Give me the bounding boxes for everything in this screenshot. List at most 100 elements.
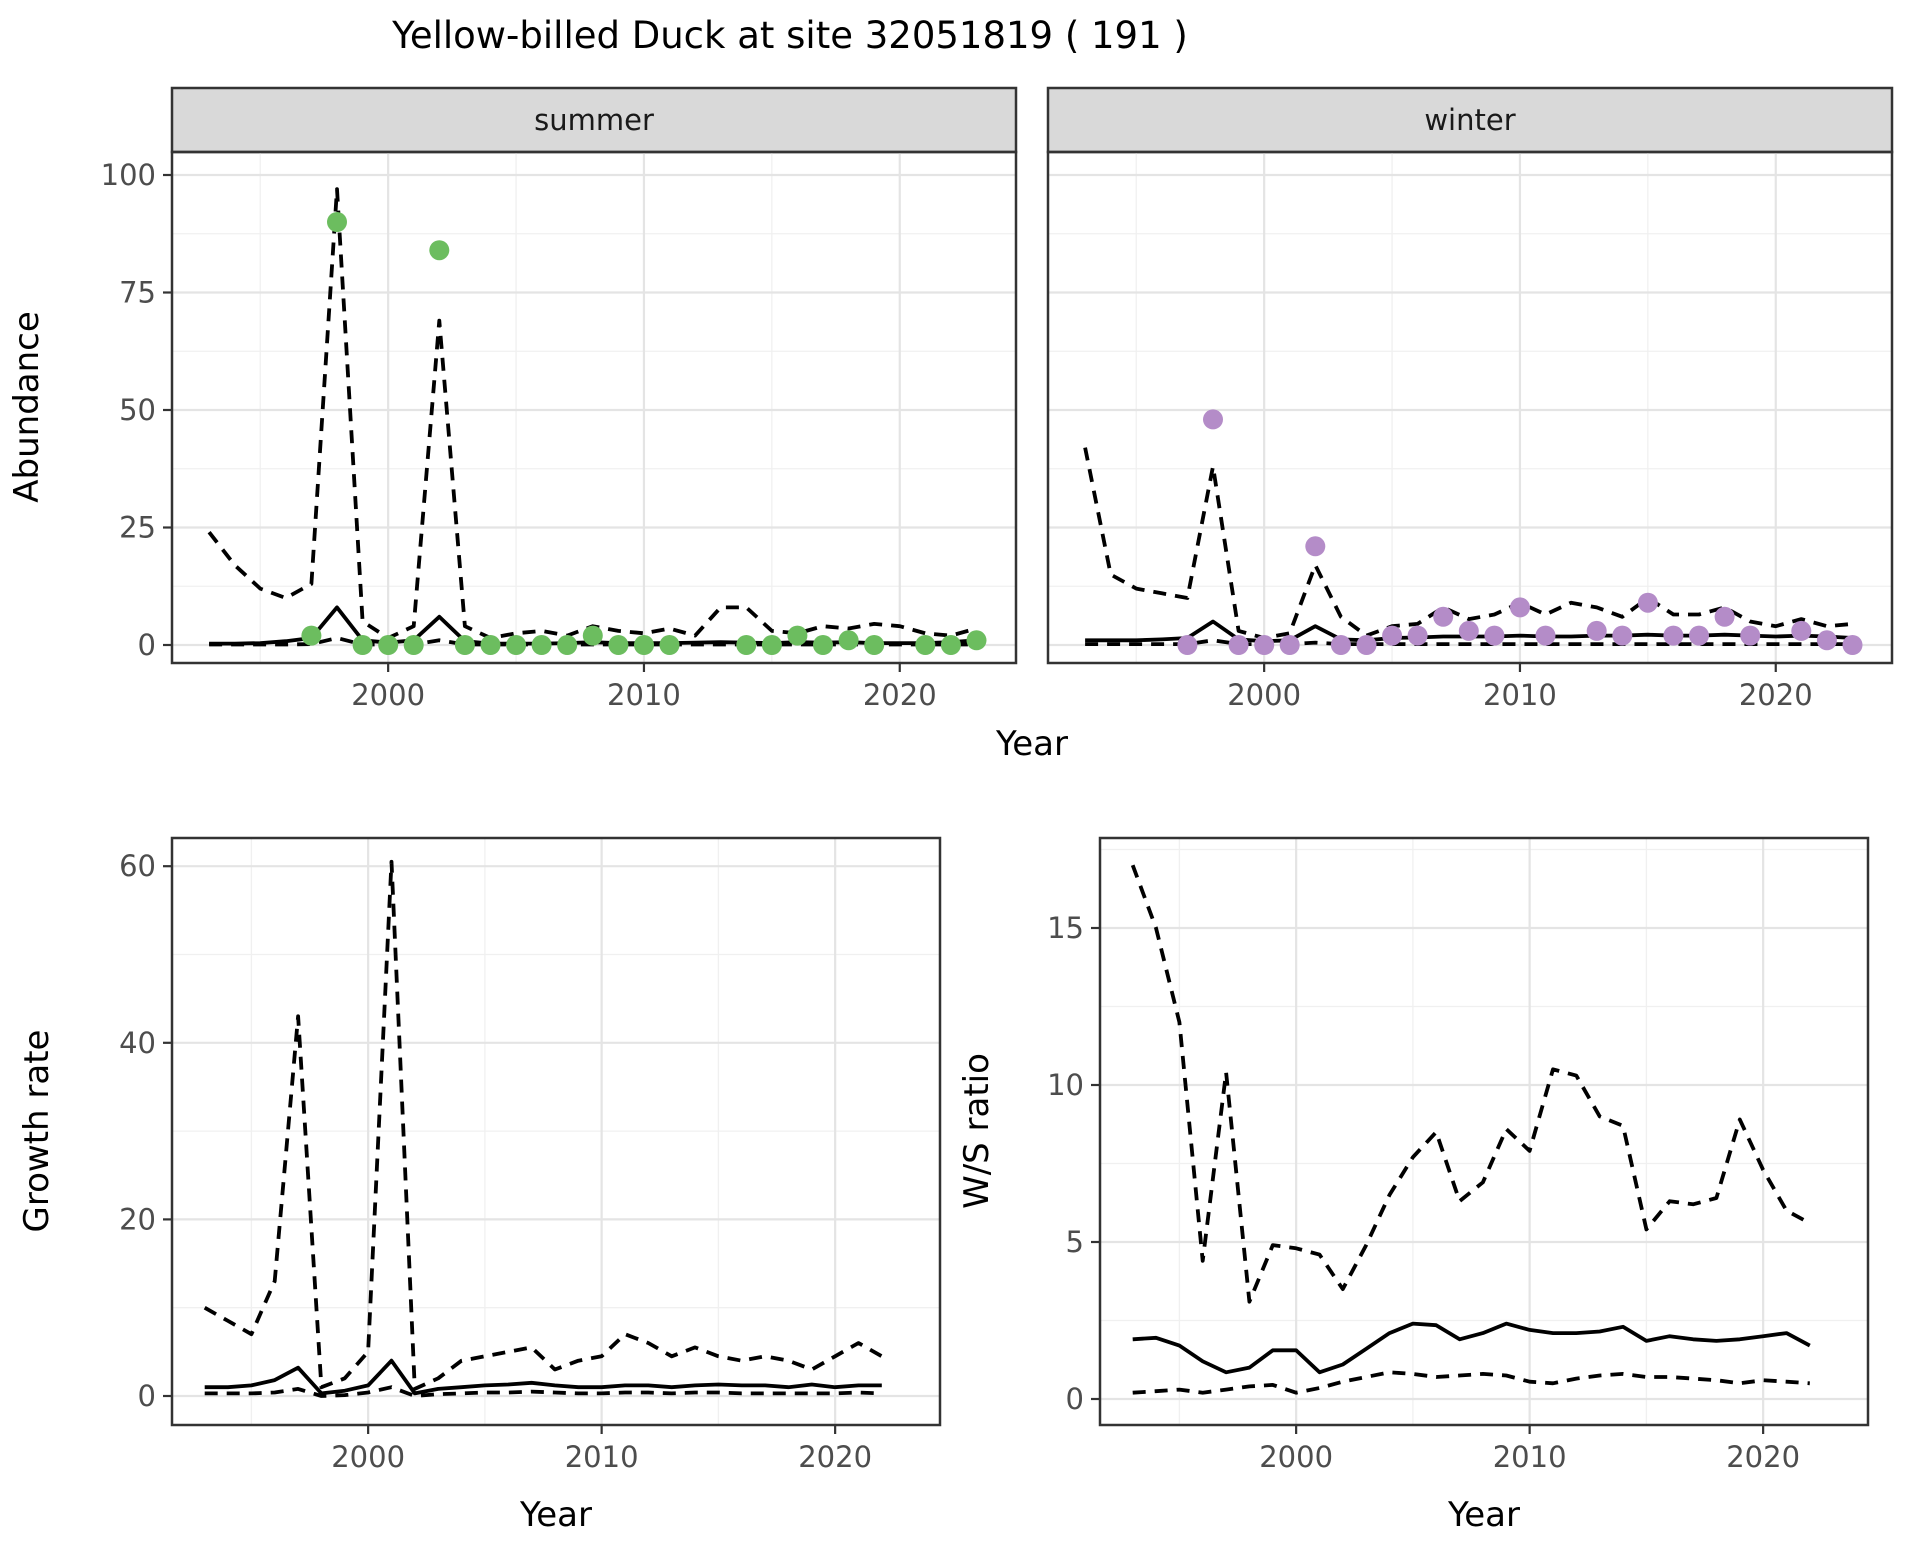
panel-border	[1046, 150, 1894, 665]
winter-observed-point	[1305, 536, 1326, 557]
winter-observed-point	[1535, 625, 1556, 646]
summer-observed-point	[429, 240, 450, 261]
figure-title: Yellow-billed Duck at site 32051819 ( 19…	[391, 14, 1188, 57]
facet-strip-winter	[1046, 86, 1894, 154]
winter-observed-point	[1714, 606, 1735, 627]
winter-observed-point	[1637, 592, 1658, 613]
ws-ratio-y-axis-title: W/S ratio	[957, 1053, 997, 1209]
ws-ratio-upper-ci-line	[1130, 864, 1811, 1304]
y-tick-label: 50	[119, 393, 156, 427]
winter-observed-point	[1356, 635, 1377, 655]
winter-observed-point	[1816, 630, 1837, 651]
x-tick-label: 2000	[1259, 1440, 1333, 1474]
winter-observed-point	[1279, 635, 1300, 655]
x-tick-label: 2010	[1483, 678, 1557, 712]
winter-observed-point	[1689, 625, 1709, 646]
summer-observed-point	[634, 635, 654, 655]
y-tick-label: 0	[138, 628, 156, 662]
growth-rate-lower-ci-line	[204, 1385, 882, 1398]
summer-observed-point	[915, 635, 936, 655]
summer-observed-point	[352, 635, 373, 655]
winter-observed-point	[1203, 409, 1223, 430]
x-tick-label: 2020	[798, 1440, 872, 1474]
y-tick-label: 40	[119, 1026, 156, 1060]
growth-rate-x-axis-title: Year	[519, 1495, 592, 1535]
winter-observed-point	[1510, 597, 1530, 618]
winter-observed-point	[1842, 635, 1863, 655]
summer-observed-point	[301, 625, 322, 646]
winter-observed-point	[1458, 620, 1479, 641]
growth-rate-fit-line	[204, 1358, 882, 1396]
summer-observed-point	[838, 630, 859, 651]
summer-observed-point	[327, 212, 347, 232]
y-tick-label: 75	[119, 276, 156, 310]
x-tick-label: 2020	[1739, 678, 1813, 712]
summer-observed-point	[761, 635, 782, 655]
summer-observed-point	[582, 625, 603, 646]
summer-observed-point	[608, 635, 629, 655]
panel-ws-ratio: 2000 2010 2020 0 5 10 15	[1047, 836, 1870, 1474]
y-tick-label: 5	[1066, 1225, 1084, 1259]
winter-observed-point	[1228, 635, 1249, 655]
summer-observed-point	[736, 635, 757, 655]
panel-border	[170, 150, 1018, 665]
facet-strip-winter-label: winter	[1424, 103, 1515, 137]
x-tick-label: 2010	[607, 678, 681, 712]
summer-observed-point	[864, 635, 885, 655]
summer-observed-point	[940, 635, 961, 655]
winter-observed-point	[1433, 606, 1454, 627]
winter-observed-point	[1177, 635, 1198, 655]
panel-growth-rate: 2000 2010 2020 0 20 40 60	[119, 836, 942, 1474]
summer-observed-point	[787, 625, 808, 646]
winter-observed-point	[1330, 635, 1351, 655]
panel-abundance-summer: 2000 2010 2020 0 25 50 75 100	[101, 150, 1018, 712]
summer-observed-point	[966, 630, 987, 651]
x-tick-label: 2020	[863, 678, 937, 712]
winter-observed-point	[1484, 625, 1505, 646]
y-tick-label: 0	[138, 1379, 156, 1413]
winter-lower-ci-line	[1085, 638, 1853, 646]
y-tick-label: 60	[119, 849, 156, 883]
y-tick-label: 15	[1047, 911, 1084, 945]
summer-observed-point	[506, 635, 527, 655]
summer-observed-point	[557, 635, 578, 655]
summer-observed-point	[813, 635, 833, 655]
winter-observed-point	[1612, 625, 1633, 646]
summer-upper-ci-line	[207, 187, 978, 640]
winter-observed-point	[1791, 620, 1812, 641]
panel-border	[1098, 836, 1870, 1427]
abundance-y-axis-title: Abundance	[7, 311, 47, 503]
ws-ratio-x-axis-title: Year	[1447, 1495, 1520, 1535]
winter-upper-ci-line	[1083, 447, 1853, 640]
y-tick-label: 10	[1047, 1068, 1084, 1102]
summer-observed-point	[403, 635, 424, 655]
summer-observed-point	[454, 635, 475, 655]
growth-rate-upper-ci-line	[203, 859, 883, 1391]
winter-observed-point	[1740, 625, 1761, 646]
abundance-x-axis-title: Year	[995, 724, 1068, 764]
x-tick-label: 2010	[1493, 1440, 1567, 1474]
ws-ratio-lower-ci-line	[1132, 1370, 1810, 1395]
y-tick-label: 25	[119, 511, 156, 545]
summer-observed-point	[480, 635, 501, 655]
growth-rate-y-axis-title: Growth rate	[17, 1030, 57, 1233]
ws-ratio-fit-line	[1132, 1321, 1811, 1375]
panel-border	[170, 836, 942, 1427]
x-tick-label: 2020	[1726, 1440, 1800, 1474]
x-tick-label: 2000	[351, 678, 425, 712]
y-tick-label: 20	[119, 1202, 156, 1236]
winter-observed-point	[1586, 620, 1607, 641]
y-tick-label: 0	[1066, 1382, 1084, 1416]
summer-observed-point	[531, 635, 552, 655]
winter-observed-point	[1407, 625, 1428, 646]
summer-observed-point	[378, 635, 399, 655]
facet-strip-summer-label: summer	[534, 103, 654, 137]
facet-strip-summer	[170, 86, 1018, 154]
x-tick-label: 2000	[331, 1440, 405, 1474]
winter-observed-point	[1254, 635, 1275, 655]
x-tick-label: 2000	[1227, 678, 1301, 712]
winter-observed-point	[1382, 625, 1403, 646]
summer-observed-point	[659, 635, 680, 655]
panel-abundance-winter: 2000 2010 2020	[1046, 150, 1894, 712]
